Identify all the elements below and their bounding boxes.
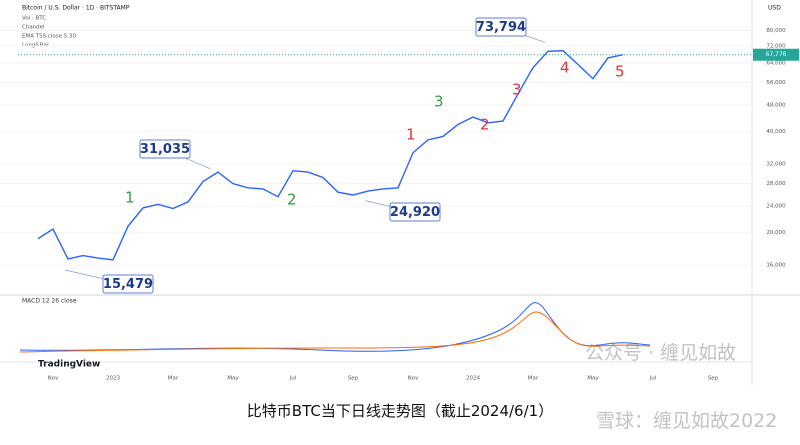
y-tick-label: 20,000 — [766, 230, 786, 236]
x-tick-label: May — [227, 376, 239, 382]
x-tick-label: Mar — [168, 376, 179, 382]
indicator: Chandel — [22, 25, 45, 31]
wave-label: 4 — [560, 59, 570, 77]
x-tick-label: Sep — [708, 376, 719, 382]
x-tick-label: Nov — [408, 376, 419, 382]
wave-label: 3 — [512, 81, 522, 99]
wave-label: 2 — [287, 191, 297, 209]
y-tick-label: 48,000 — [766, 103, 786, 109]
annotation-label: 31,035 — [140, 142, 190, 157]
wave-label: 5 — [615, 63, 625, 81]
x-tick-label: Nov — [48, 376, 59, 382]
x-tick-label: Jul — [289, 376, 297, 382]
price-line — [37, 49, 624, 261]
background — [0, 0, 800, 395]
macd-label: MACD 12 26 close — [22, 298, 77, 305]
y-tick-label: 72,000 — [766, 43, 786, 49]
annotation-box — [475, 17, 527, 37]
x-tick-label: 2024 — [466, 376, 480, 382]
x-tick-label: 2023 — [106, 376, 120, 382]
y-tick-label: 32,000 — [766, 162, 786, 168]
y-tick-label: 24,000 — [766, 204, 786, 210]
wave-label: 3 — [434, 93, 444, 111]
x-tick-label: Sep — [348, 376, 359, 382]
wave-label: 2 — [480, 116, 490, 134]
annotation-box — [139, 139, 191, 159]
signal-line — [19, 311, 651, 353]
annotation-box — [102, 274, 154, 294]
caption: 比特币BTC当下日线走势图（截止2024/6/1） — [246, 402, 554, 420]
annotation-label: 15,479 — [103, 277, 153, 292]
y-tick-label: 80,000 — [766, 28, 786, 34]
indicator: EMA TSS close 5 30 — [22, 34, 76, 40]
x-tick-label: Mar — [528, 376, 539, 382]
y-tick-label: 56,000 — [766, 80, 786, 86]
indicator: Vol · BTC — [22, 16, 46, 22]
symbol: Bitcoin / U.S. Dollar · 1D · BITSTAMP — [22, 5, 130, 12]
wave-label: 1 — [406, 126, 416, 144]
last-price-tag — [753, 48, 799, 61]
macd-line — [19, 302, 651, 352]
wave-label: 1 — [125, 189, 135, 207]
y-tick-label: 16,000 — [766, 263, 786, 269]
chart: MACD 12 26 close TradingView Bitcoin / U… — [0, 0, 800, 395]
annotation-label: 24,920 — [390, 205, 440, 220]
currency: USD — [768, 5, 781, 12]
watermark: 雪球：缠见如故2022 — [596, 410, 778, 432]
annotation-label: 73,794 — [476, 20, 526, 35]
x-tick-label: May — [587, 376, 599, 382]
x-tick-label: Jul — [649, 376, 657, 382]
brand: TradingView — [38, 360, 100, 370]
y-tick-label: 40,000 — [766, 129, 786, 135]
watermark: 公众号 · 缠见如故 — [585, 342, 737, 364]
last-price-label: 67,776 — [766, 51, 787, 58]
annotation-box — [389, 202, 441, 222]
y-tick-label: 64,000 — [766, 61, 786, 67]
y-tick-label: 28,000 — [766, 181, 786, 187]
